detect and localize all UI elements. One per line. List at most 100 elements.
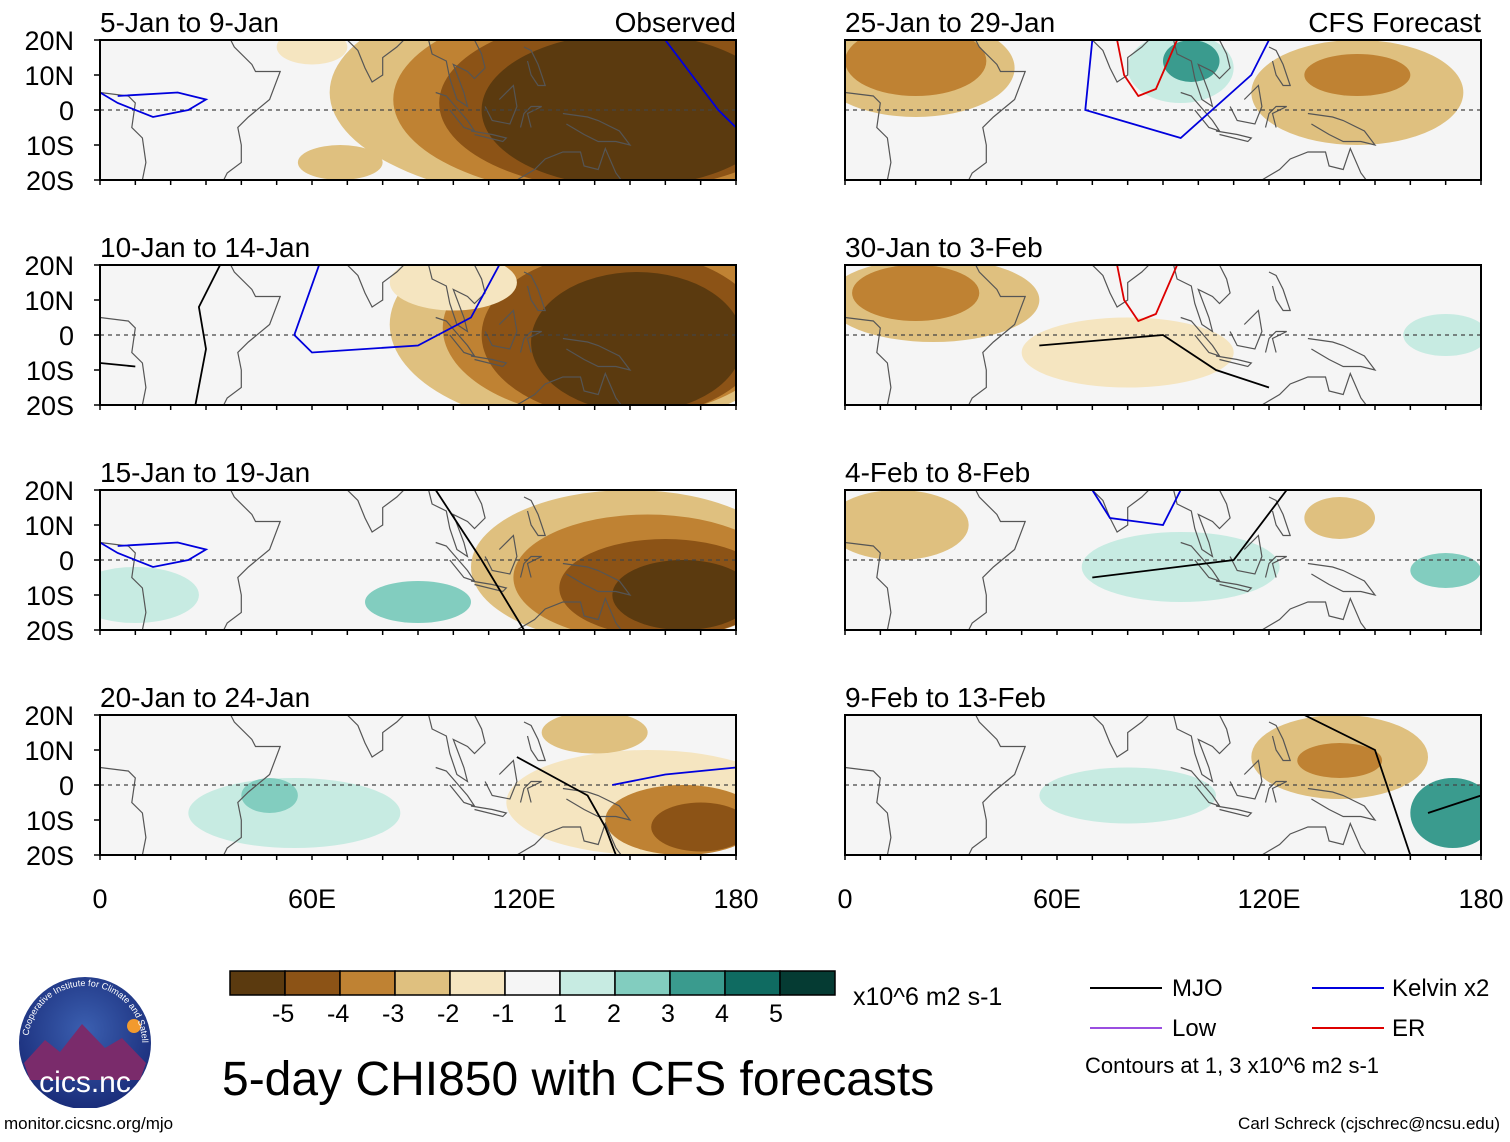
panel-date-label: 9-Feb to 13-Feb xyxy=(845,682,1046,713)
anomaly-shading xyxy=(365,581,471,623)
map-panel: 4-Feb to 8-Feb xyxy=(844,457,1482,635)
coastline xyxy=(1307,787,1377,821)
coastline xyxy=(1229,84,1263,125)
lon-tick-label: 120E xyxy=(1237,884,1300,914)
mjo-contour xyxy=(434,490,525,630)
lat-tick-label: 20S xyxy=(26,166,74,196)
coastline xyxy=(484,309,518,350)
coastline xyxy=(470,355,508,368)
coastline xyxy=(1264,330,1287,353)
coastline xyxy=(1215,355,1253,368)
coastline xyxy=(1307,112,1377,146)
coastline xyxy=(484,84,518,125)
coastline xyxy=(435,316,476,358)
coastline xyxy=(515,146,622,180)
lon-tick-label: 180 xyxy=(713,884,758,914)
anomaly-shading xyxy=(1304,54,1411,96)
source-url[interactable]: monitor.cicsnc.org/mjo xyxy=(4,1114,174,1133)
colorbar-label: 3 xyxy=(661,1000,675,1028)
coastline xyxy=(519,105,542,128)
colorbar-swatch xyxy=(779,970,836,996)
lat-tick-label: 20N xyxy=(24,476,74,506)
map-panel: 15-Jan to 19-Jan 20N 10N 0 10S 20S xyxy=(24,457,737,646)
coastline xyxy=(484,759,518,800)
lat-tick-label: 0 xyxy=(59,771,74,801)
kelvin-contour xyxy=(664,40,736,129)
panel-date-label: 10-Jan to 14-Jan xyxy=(100,232,310,263)
legend-note: Contours at 1, 3 x10^6 m2 s-1 xyxy=(1085,1053,1380,1078)
colorbar-label: 4 xyxy=(715,1000,729,1028)
colorbar-label: -5 xyxy=(272,1000,295,1028)
coastline xyxy=(1180,541,1221,583)
panel-date-label: 30-Jan to 3-Feb xyxy=(845,232,1043,263)
coastline xyxy=(1215,130,1253,143)
colorbar-label: 1 xyxy=(553,1000,567,1028)
panel-date-label: 5-Jan to 9-Jan xyxy=(100,7,279,38)
lon-tick-label: 60E xyxy=(1033,884,1081,914)
coastline xyxy=(519,330,542,353)
colorbar-swatch xyxy=(449,970,506,996)
er-contour xyxy=(1116,40,1178,98)
anomaly-shading xyxy=(845,40,987,96)
colorbar-label: 2 xyxy=(607,1000,621,1028)
coastline xyxy=(1180,766,1221,808)
lat-tick-label: 10S xyxy=(26,131,74,161)
lat-tick-label: 10N xyxy=(24,286,74,316)
anomaly-shading xyxy=(612,560,736,630)
coastline xyxy=(523,721,547,762)
coastline xyxy=(1307,562,1377,596)
colorbar-swatch xyxy=(559,970,616,996)
colorbar-swatch xyxy=(394,970,451,996)
legend-label-er: ER xyxy=(1392,1015,1426,1042)
panel-date-label: 15-Jan to 19-Jan xyxy=(100,457,310,488)
kelvin-contour xyxy=(293,265,501,354)
mjo-contour xyxy=(1039,334,1270,389)
coastline xyxy=(1260,371,1367,405)
mjo-contour xyxy=(516,756,617,855)
coastline xyxy=(845,40,1027,180)
map-panel: 30-Jan to 3-Feb xyxy=(844,232,1482,410)
coastline xyxy=(470,130,508,143)
logo-sun xyxy=(127,1019,141,1033)
anomaly-shading xyxy=(531,272,736,405)
map-panel: 9-Feb to 13-Feb xyxy=(844,682,1482,860)
coastline xyxy=(1229,309,1263,350)
logo-mountains xyxy=(24,1024,146,1080)
coastline xyxy=(1229,759,1263,800)
coastline xyxy=(100,265,282,405)
coastline xyxy=(1264,780,1287,803)
coastline xyxy=(435,91,476,133)
anomaly-shading xyxy=(1304,497,1375,539)
lon-tick-label: 0 xyxy=(837,884,852,914)
anomaly-shading xyxy=(1021,317,1234,388)
lat-tick-label: 10N xyxy=(24,511,74,541)
anomaly-shading xyxy=(297,145,383,180)
anomaly-shading xyxy=(389,265,517,311)
mjo-contour xyxy=(194,265,221,405)
anomaly-shading xyxy=(852,265,980,321)
logo-text: cics.nc xyxy=(39,1066,131,1099)
coastline xyxy=(1268,46,1292,87)
coastline xyxy=(1268,271,1292,312)
lat-tick-label: 20N xyxy=(24,251,74,281)
coastline xyxy=(1260,596,1367,630)
anomaly-shading xyxy=(1410,778,1481,848)
lat-tick-label: 0 xyxy=(59,96,74,126)
kelvin-contour xyxy=(1084,40,1270,140)
coastline xyxy=(1264,105,1287,128)
colorbar-label: -3 xyxy=(382,1000,405,1028)
cics-logo: Cooperative Institute for Climate and Sa… xyxy=(10,968,151,1108)
coastline xyxy=(523,496,547,537)
coastline xyxy=(346,40,486,108)
coastline xyxy=(515,821,622,855)
coastline xyxy=(435,766,476,808)
lat-tick-label: 10N xyxy=(24,736,74,766)
anomaly-shading xyxy=(100,567,199,623)
coastline xyxy=(1260,146,1367,180)
lat-tick-label: 10S xyxy=(26,806,74,836)
er-contour xyxy=(1116,265,1178,323)
lat-tick-label: 20S xyxy=(26,616,74,646)
anomaly-shading xyxy=(651,802,736,852)
colorbar-swatch xyxy=(669,970,726,996)
